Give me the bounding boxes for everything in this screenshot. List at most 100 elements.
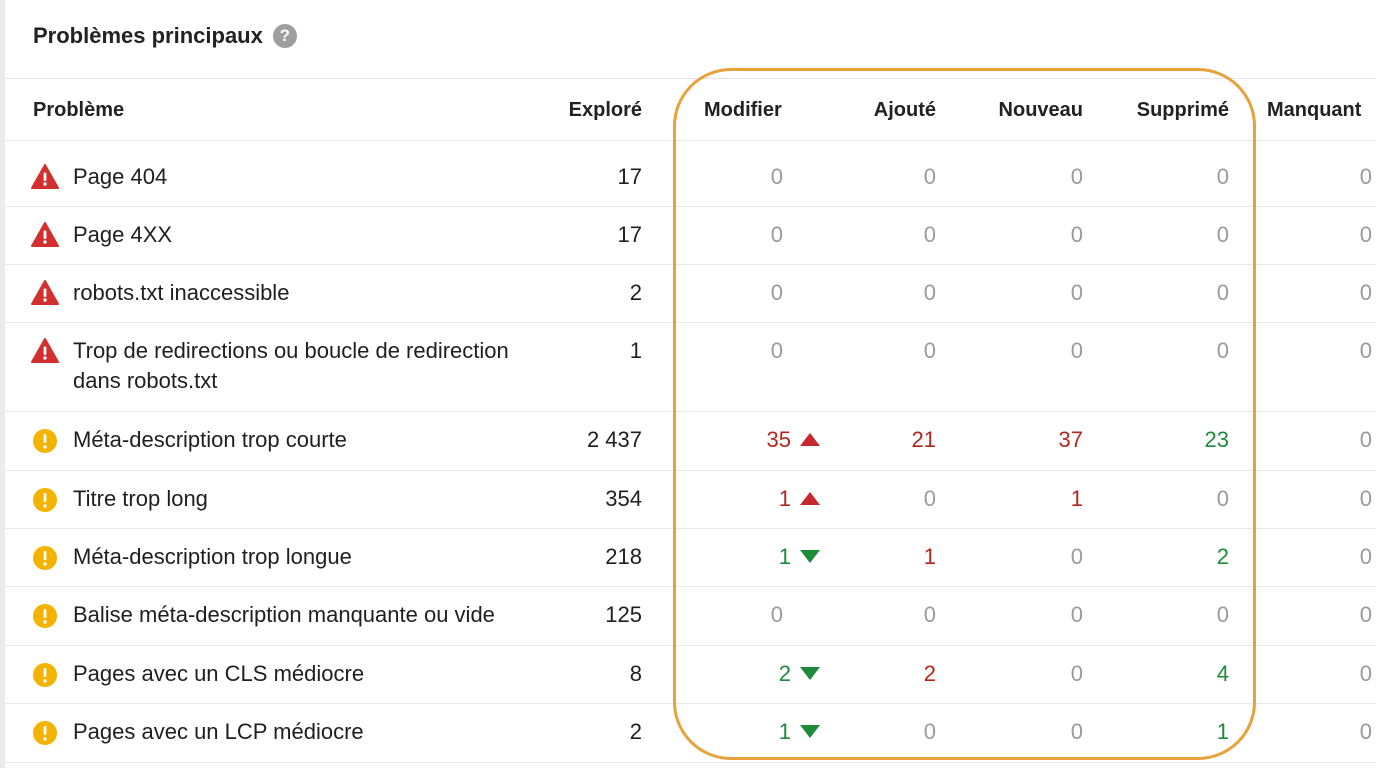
cell-nouveau-value: 0: [1070, 661, 1083, 686]
cell-ajoute[interactable]: 1: [826, 542, 936, 572]
cell-ajoute[interactable]: 21: [826, 425, 936, 455]
cell-explore-value: 354: [605, 486, 642, 511]
cell-ajoute-value: 1: [923, 544, 936, 569]
cell-supprime[interactable]: 1: [1100, 717, 1229, 747]
cell-supprime-value: 0: [1216, 222, 1229, 247]
issue-label-text: Pages avec un LCP médiocre: [73, 719, 364, 744]
column-header-nouveau[interactable]: Nouveau: [998, 99, 1083, 121]
cell-ajoute-value: 0: [923, 602, 936, 627]
column-header-explore[interactable]: Exploré: [568, 99, 642, 121]
panel-header: Problèmes principaux ?: [33, 18, 297, 54]
cell-modifier[interactable]: 1: [700, 484, 820, 514]
cell-modifier: 0: [700, 220, 783, 250]
cell-supprime[interactable]: 2: [1100, 542, 1229, 572]
column-header-supprime[interactable]: Supprimé: [1136, 99, 1229, 121]
cell-supprime[interactable]: 23: [1100, 425, 1229, 455]
cell-ajoute: 0: [826, 717, 936, 747]
triangle-down-icon: [800, 724, 820, 738]
cell-nouveau[interactable]: 37: [960, 425, 1083, 455]
info-circle-icon: [31, 718, 59, 746]
row-divider: [5, 470, 1376, 471]
column-header-manquant[interactable]: Manquant: [1267, 99, 1362, 121]
cell-supprime-value: 1: [1216, 719, 1229, 744]
column-header-ajoute[interactable]: Ajouté: [873, 99, 936, 121]
cell-nouveau-value: 0: [1070, 222, 1083, 247]
cell-ajoute-value: 0: [923, 222, 936, 247]
cell-modifier-value: 1: [778, 544, 791, 569]
cell-manquant: 0: [1300, 162, 1372, 192]
triangle-down-icon: [800, 666, 820, 680]
cell-modifier[interactable]: 35: [700, 425, 820, 455]
cell-supprime: 0: [1100, 220, 1229, 250]
cell-nouveau-value: 0: [1070, 280, 1083, 305]
cell-ajoute: 0: [826, 220, 936, 250]
column-header-modifier[interactable]: Modifier: [704, 99, 782, 121]
issue-label-text: Méta-description trop longue: [73, 544, 352, 569]
cell-manquant: 0: [1300, 600, 1372, 630]
row-divider: [5, 528, 1376, 529]
row-divider: [5, 762, 1376, 763]
cell-supprime: 0: [1100, 600, 1229, 630]
cell-nouveau: 0: [960, 659, 1083, 689]
row-divider: [5, 411, 1376, 412]
issue-label[interactable]: Page 4XX: [73, 220, 172, 250]
issue-label[interactable]: Pages avec un LCP médiocre: [73, 717, 364, 747]
cell-modifier-value: 1: [778, 486, 791, 511]
panel-title: Problèmes principaux: [33, 23, 263, 48]
cell-explore-value: 2: [629, 719, 642, 744]
cell-manquant-value: 0: [1359, 544, 1372, 569]
issue-label-text: Titre trop long: [73, 486, 208, 511]
cell-supprime-value: 4: [1216, 661, 1229, 686]
cell-modifier[interactable]: 1: [700, 542, 820, 572]
column-header-probleme[interactable]: Problème: [33, 99, 125, 121]
cell-nouveau-value: 0: [1070, 602, 1083, 627]
cell-supprime: 0: [1100, 162, 1229, 192]
info-circle-icon: [31, 660, 59, 688]
cell-nouveau-value: 0: [1070, 719, 1083, 744]
cell-explore: 2: [520, 278, 642, 308]
issue-label-text: Pages avec un CLS médiocre: [73, 661, 365, 686]
issue-label[interactable]: Méta-description trop courte: [73, 425, 347, 455]
row-divider: [5, 586, 1376, 587]
cell-explore: 17: [520, 220, 642, 250]
cell-nouveau: 0: [960, 336, 1083, 366]
cell-ajoute: 0: [826, 278, 936, 308]
issue-label[interactable]: Trop de redirections ou boucle de redire…: [73, 336, 509, 396]
cell-supprime-value: 0: [1216, 602, 1229, 627]
row-divider: [5, 264, 1376, 265]
issue-label-text: robots.txt inaccessible: [73, 280, 290, 305]
cell-modifier[interactable]: 2: [700, 659, 820, 689]
cell-supprime-value: 0: [1216, 486, 1229, 511]
cell-nouveau-value: 0: [1070, 164, 1083, 189]
question-circle-icon[interactable]: ?: [272, 24, 297, 48]
cell-explore: 17: [520, 162, 642, 192]
cell-nouveau[interactable]: 1: [960, 484, 1083, 514]
cell-explore: 8: [520, 659, 642, 689]
issue-label[interactable]: Page 404: [73, 162, 167, 192]
cell-explore-value: 17: [617, 222, 642, 247]
issue-label[interactable]: robots.txt inaccessible: [73, 278, 289, 308]
cell-manquant-value: 0: [1359, 602, 1372, 627]
cell-modifier-value: 2: [778, 661, 791, 686]
row-divider: [5, 703, 1376, 704]
cell-ajoute-value: 0: [923, 486, 936, 511]
cell-modifier-value: 0: [770, 164, 783, 189]
cell-manquant-value: 0: [1359, 338, 1372, 363]
cell-modifier[interactable]: 1: [700, 717, 820, 747]
cell-modifier: 0: [700, 336, 783, 366]
issue-label[interactable]: Pages avec un CLS médiocre: [73, 659, 364, 689]
cell-supprime-value: 23: [1204, 427, 1229, 452]
issue-label[interactable]: Titre trop long: [73, 484, 208, 514]
issue-label[interactable]: Balise méta-description manquante ou vid…: [73, 600, 495, 630]
cell-manquant: 0: [1300, 717, 1372, 747]
warning-triangle-icon: [31, 279, 59, 307]
cell-explore: 2 437: [520, 425, 642, 455]
cell-manquant-value: 0: [1359, 719, 1372, 744]
cell-modifier-value: 35: [766, 427, 791, 452]
issue-label[interactable]: Méta-description trop longue: [73, 542, 352, 572]
cell-ajoute[interactable]: 2: [826, 659, 936, 689]
cell-ajoute-value: 2: [923, 661, 936, 686]
header-divider: [5, 78, 1376, 79]
cell-explore-value: 218: [605, 544, 642, 569]
cell-supprime[interactable]: 4: [1100, 659, 1229, 689]
